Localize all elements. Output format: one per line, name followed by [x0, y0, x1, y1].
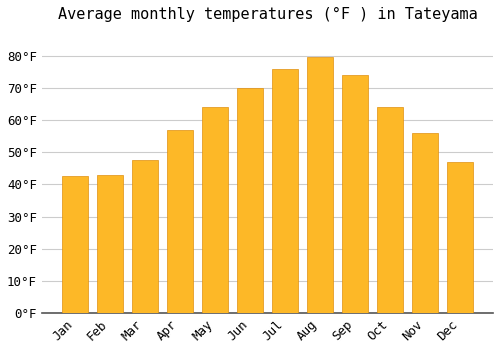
Bar [448, 162, 472, 313]
Bar [98, 175, 122, 313]
Bar [238, 88, 262, 313]
Title: Average monthly temperatures (°F ) in Tateyama: Average monthly temperatures (°F ) in Ta… [58, 7, 478, 22]
Bar [308, 57, 332, 313]
Bar [132, 160, 158, 313]
Bar [272, 69, 297, 313]
Bar [62, 176, 88, 313]
Bar [202, 107, 228, 313]
Bar [378, 107, 402, 313]
Bar [168, 130, 192, 313]
Bar [412, 133, 438, 313]
Bar [342, 75, 367, 313]
